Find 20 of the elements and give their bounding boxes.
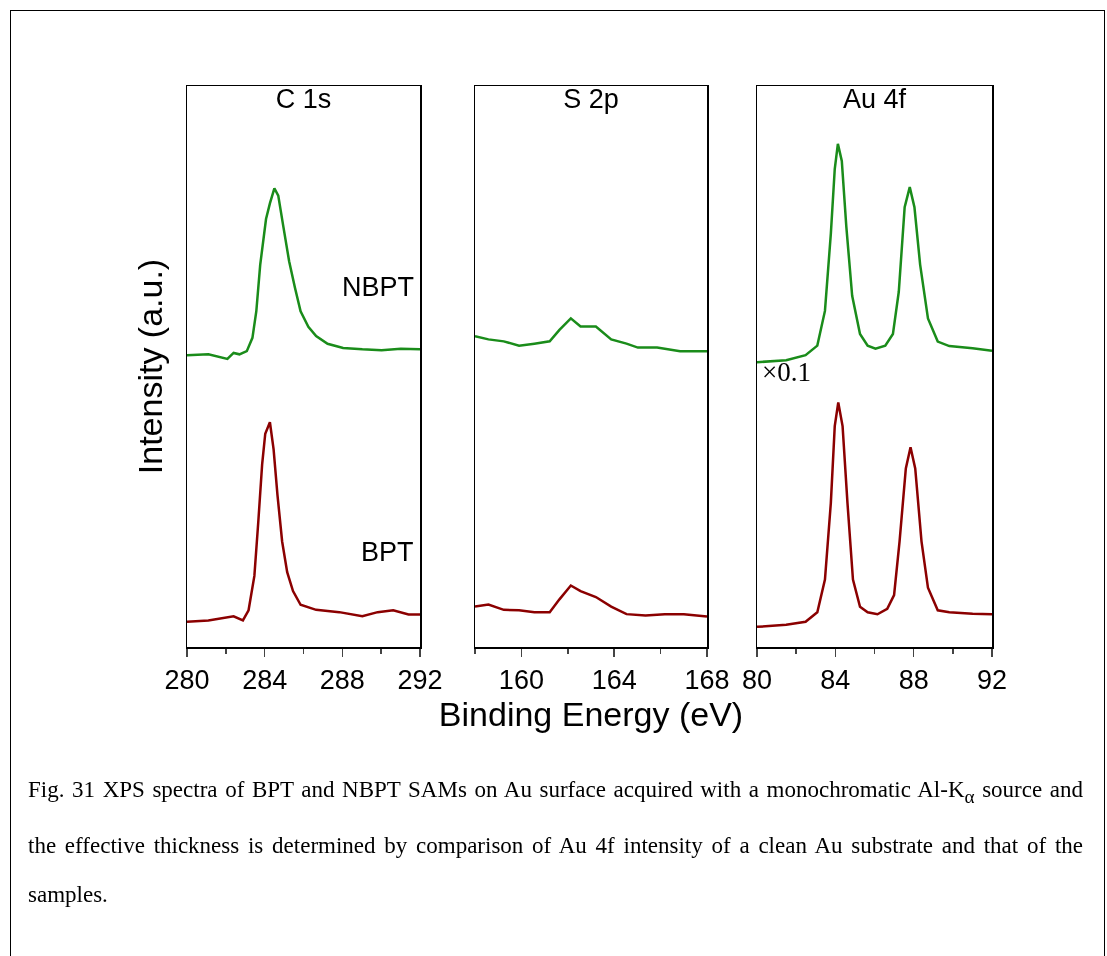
x-tick-label: 80 (741, 664, 773, 695)
series-label: NBPT (342, 272, 415, 302)
x-tick-label: 168 (684, 664, 730, 695)
x-tick-label: 164 (591, 664, 637, 695)
text: Fig. 31 XPS spectra of BPT and NBPT SAMs on Au surface acquired with a monochromatic Al-K$_{α}$ source and the effective thickness is determined by comparison of Au 4f intensity of a clean Au substrate and that of the samples. (28, 777, 1083, 907)
x-tick-label: 84 (820, 664, 851, 695)
x-tick-label: 280 (164, 664, 210, 695)
x-tick-label: 88 (898, 664, 929, 695)
x-axis-title: Binding Energy (eV) (438, 694, 744, 733)
x-tick-label: 288 (319, 664, 365, 695)
x-tick-label: 284 (242, 664, 288, 695)
x-tick-label: 160 (498, 664, 544, 695)
y-axis-title: Intensity (a.u.) (131, 258, 170, 475)
x-tick-label: 92 (976, 664, 1008, 695)
chart-title: C 1s (275, 83, 332, 114)
x-tick-label: 292 (397, 664, 443, 695)
annotation: ×0.1 (762, 357, 811, 387)
chart-title: Au 4f (842, 83, 907, 114)
chart-title: S 2p (563, 83, 619, 114)
series-label: BPT (361, 537, 414, 567)
